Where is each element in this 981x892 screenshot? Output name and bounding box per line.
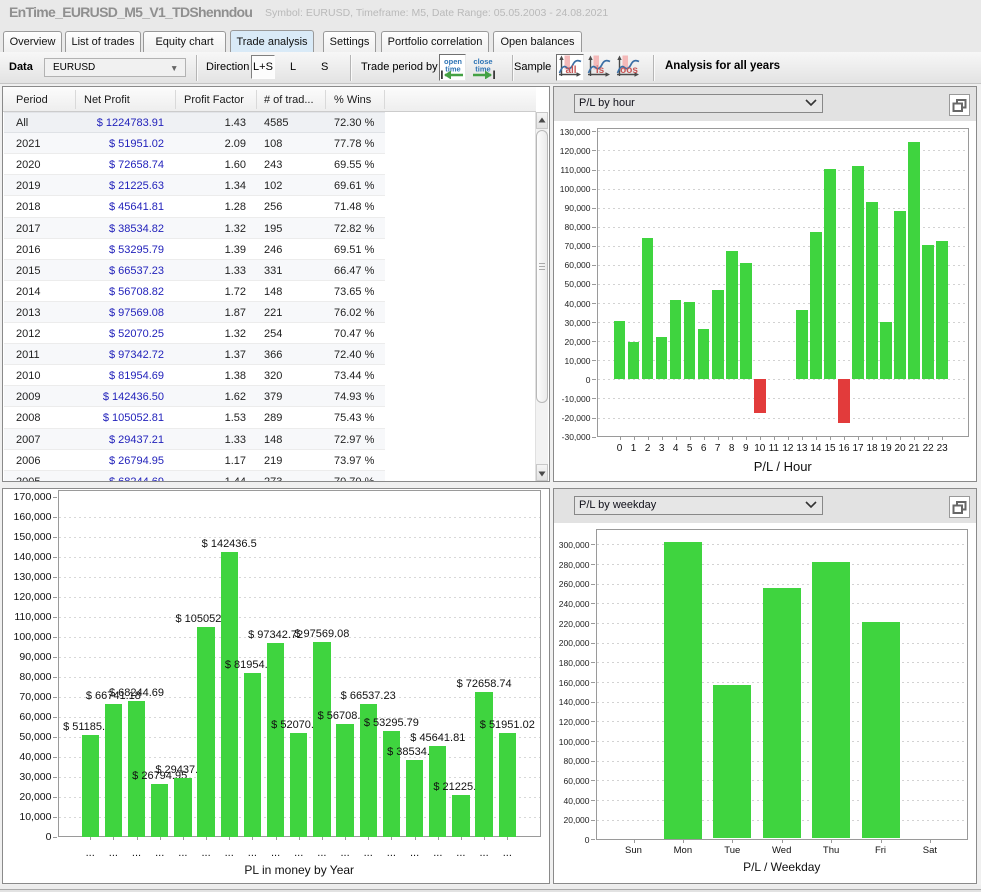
- svg-text:time: time: [475, 65, 490, 74]
- svg-text:all: all: [565, 65, 576, 76]
- svg-text:time: time: [445, 65, 460, 74]
- svg-text:close: close: [473, 57, 492, 66]
- svg-text:oos: oos: [620, 65, 638, 76]
- svg-text:open: open: [444, 57, 462, 66]
- svg-text:is: is: [596, 65, 605, 76]
